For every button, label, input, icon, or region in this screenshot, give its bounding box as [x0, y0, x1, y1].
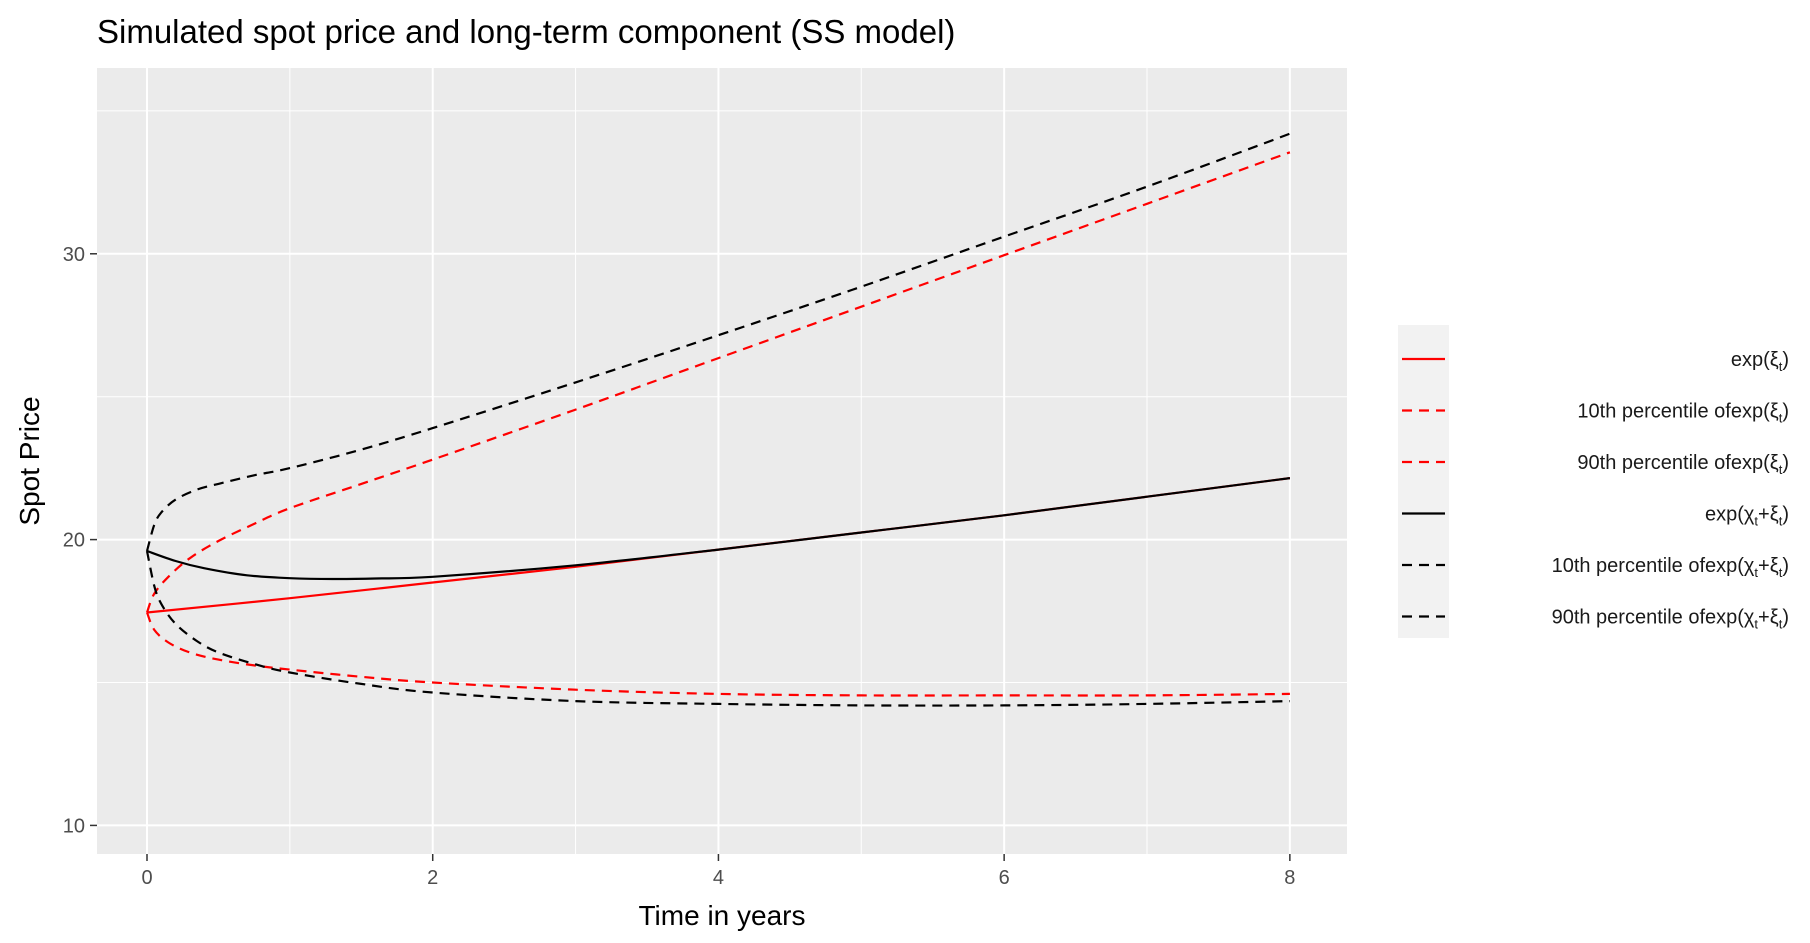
chart-title: Simulated spot price and long-term compo… [97, 13, 955, 50]
y-tick-label: 30 [63, 244, 85, 266]
legend-label-2: 10th percentile ofexp(ξt​) [1577, 401, 1789, 426]
grid-major [97, 68, 1347, 854]
y-tick-label: 20 [63, 530, 85, 552]
plot-panel [97, 68, 1347, 854]
legend-label-4: exp(χt​+ξt​) [1705, 504, 1789, 529]
series-line-3 [145, 151, 1291, 613]
y-axis: 10 20 30 [63, 244, 97, 837]
grid-minor [97, 68, 1347, 854]
x-tick-label: 8 [1284, 867, 1295, 889]
series-line-2 [145, 612, 1290, 697]
x-tick-label: 6 [999, 867, 1010, 889]
x-tick-label: 2 [427, 867, 438, 889]
series-lines [145, 132, 1291, 707]
legend-keys-background [1398, 325, 1449, 638]
x-axis-title: Time in years [638, 900, 805, 931]
y-tick-label: 10 [63, 815, 85, 837]
legend-label-1: exp(ξt​) [1731, 349, 1789, 374]
legend-label-5: 10th percentile ofexp(χt​+ξt​) [1552, 555, 1789, 580]
x-tick-label: 4 [713, 867, 724, 889]
legend: exp(ξt​) 10th percentile ofexp(ξt​) 90th p… [1398, 325, 1789, 638]
legend-label-3: 90th percentile ofexp(ξt​) [1577, 452, 1789, 477]
x-tick-label: 0 [141, 867, 152, 889]
x-axis: 0 2 4 6 8 [141, 854, 1295, 889]
y-axis-title: Spot Price [14, 396, 45, 525]
series-line-4 [146, 477, 1291, 581]
legend-label-6: 90th percentile ofexp(χt​+ξt​) [1552, 607, 1789, 632]
series-line-6 [145, 132, 1291, 552]
